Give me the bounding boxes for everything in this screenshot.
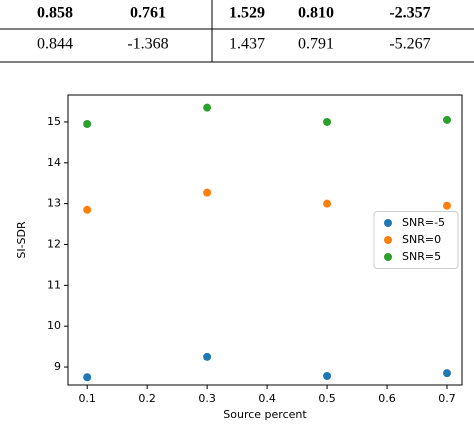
y-tick-label: 14: [47, 156, 61, 169]
x-tick-label: 0.5: [318, 392, 336, 405]
y-tick-label: 9: [54, 360, 61, 373]
table-cell: 0.791: [298, 36, 334, 53]
table-cell: 0.810: [298, 5, 334, 22]
x-tick-label: 0.4: [258, 392, 276, 405]
point: [203, 188, 212, 197]
point: [83, 205, 92, 214]
table-cell: 0.858: [37, 5, 73, 22]
y-tick-label: 12: [47, 237, 61, 250]
legend-box: [373, 211, 459, 269]
x-tick-label: 0.7: [438, 392, 456, 405]
table-cell: 1.529: [229, 5, 265, 22]
y-tick-label: 10: [47, 319, 61, 332]
x-tick-label: 0.1: [78, 392, 96, 405]
y-tick-label: 15: [47, 115, 61, 128]
point: [323, 372, 332, 381]
x-axis-label: Source percent: [223, 408, 307, 421]
table-cell: -1.368: [127, 36, 168, 53]
legend-marker: [384, 219, 392, 227]
legend-label: SNR=-5: [402, 216, 445, 229]
table-cell: -5.267: [389, 36, 430, 53]
y-tick-label: 11: [47, 278, 61, 291]
y-axis-label: SI-SDR: [15, 221, 28, 259]
point: [203, 352, 212, 361]
x-tick-label: 0.2: [138, 392, 156, 405]
plot-frame: [67, 94, 463, 386]
legend-marker: [384, 253, 392, 261]
x-tick-label: 0.6: [378, 392, 396, 405]
x-tick-label: 0.3: [198, 392, 216, 405]
point: [83, 373, 92, 382]
point: [443, 201, 452, 210]
table-cell: 1.437: [229, 36, 265, 53]
point: [443, 369, 452, 378]
table-cell: 0.761: [130, 5, 166, 22]
table-cell: -2.357: [389, 5, 430, 22]
legend-marker: [384, 236, 392, 244]
legend-label: SNR=0: [402, 233, 441, 246]
point: [83, 120, 92, 128]
y-tick-label: 13: [47, 197, 61, 210]
point: [443, 115, 452, 124]
point: [323, 117, 332, 126]
legend-label: SNR=5: [402, 250, 441, 263]
point: [203, 103, 212, 112]
table-cell: 0.844: [37, 36, 73, 53]
point: [323, 199, 332, 208]
